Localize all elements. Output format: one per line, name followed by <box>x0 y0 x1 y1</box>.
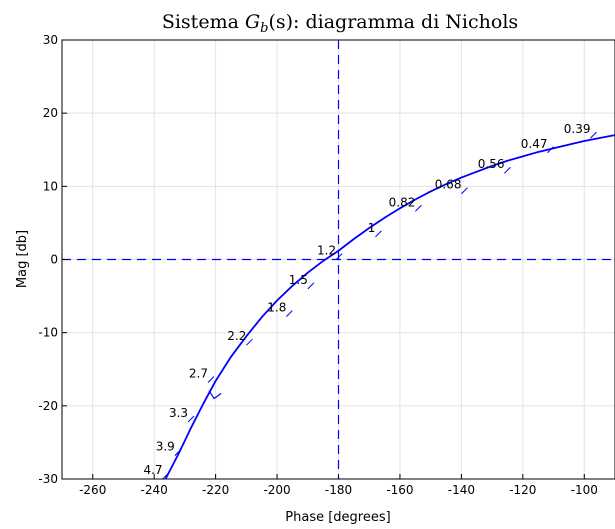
frequency-label: 2.7 <box>189 366 208 380</box>
frequency-label: 1.8 <box>267 301 286 315</box>
x-tick-label: -260 <box>79 483 106 497</box>
x-tick-label: -240 <box>141 483 168 497</box>
frequency-tick <box>174 449 182 457</box>
frequency-tick <box>335 253 343 260</box>
y-tick-label: 10 <box>43 179 58 193</box>
frequency-label: 2.2 <box>227 329 246 343</box>
frequency-tick <box>461 187 468 195</box>
x-tick-label: -100 <box>571 483 598 497</box>
x-tick-label: -200 <box>263 483 290 497</box>
y-tick-label: 30 <box>43 33 58 47</box>
frequency-tick <box>590 131 597 139</box>
frequency-label: 0.47 <box>521 137 548 151</box>
x-tick-label: -140 <box>448 483 475 497</box>
frequency-tick <box>162 472 169 480</box>
frequency-label: 4.7 <box>143 463 162 477</box>
y-tick-label: 0 <box>50 253 58 267</box>
reference-lines <box>62 40 615 479</box>
title-arg: (s) <box>268 11 293 33</box>
chart-title: Sistema Gb(s): diagramma di Nichols <box>162 11 518 36</box>
frequency-tick <box>415 204 422 212</box>
frequency-tick <box>547 146 554 154</box>
y-tick-label: -20 <box>38 399 58 413</box>
x-axis-label: Phase [degrees] <box>285 510 390 525</box>
title-math: G <box>245 11 260 33</box>
frequency-label: 1.5 <box>289 273 308 287</box>
frequency-tick <box>285 310 293 317</box>
direction-arrow <box>208 390 222 400</box>
frequency-labels: 4.7 3.9 3.3 2.7 2.2 1.81.5 1.2 1 0.82 0.68 0.56 0.4… <box>143 122 597 480</box>
frequency-tick <box>504 166 511 174</box>
x-tick-labels: -260 -240 -220 -200 -180 -160 -140 -120 -100 <box>79 474 598 497</box>
frequency-label: 3.9 <box>156 440 175 454</box>
frequency-label: 3.3 <box>169 406 188 420</box>
y-tick-labels: -30 -20 -10 0 10 20 30 <box>38 33 67 486</box>
curve-layer <box>164 134 615 480</box>
frequency-tick <box>187 415 195 423</box>
frequency-tick <box>246 338 253 346</box>
nichols-curve <box>164 134 615 480</box>
title-suffix: : diagramma di Nichols <box>293 11 518 33</box>
x-tick-label: -120 <box>509 483 536 497</box>
y-tick-label: -30 <box>38 472 58 486</box>
frequency-tick <box>375 230 382 238</box>
frequency-label: 1 <box>368 221 376 235</box>
x-tick-label: -220 <box>202 483 229 497</box>
frequency-tick <box>307 282 315 290</box>
frequency-label: 0.56 <box>478 157 505 171</box>
title-sub: b <box>260 21 268 36</box>
x-tick-label: -160 <box>386 483 413 497</box>
x-tick-label: -180 <box>325 483 352 497</box>
frequency-label: 0.82 <box>389 195 416 209</box>
frequency-label: 0.39 <box>564 122 591 136</box>
y-axis-label: Mag [db] <box>15 230 30 288</box>
frequency-label: 0.68 <box>435 178 462 192</box>
y-tick-label: -10 <box>38 326 58 340</box>
frequency-tick <box>207 376 215 383</box>
frequency-label: 1.2 <box>317 244 336 258</box>
title-prefix: Sistema <box>162 11 245 33</box>
y-tick-label: 20 <box>43 106 58 120</box>
